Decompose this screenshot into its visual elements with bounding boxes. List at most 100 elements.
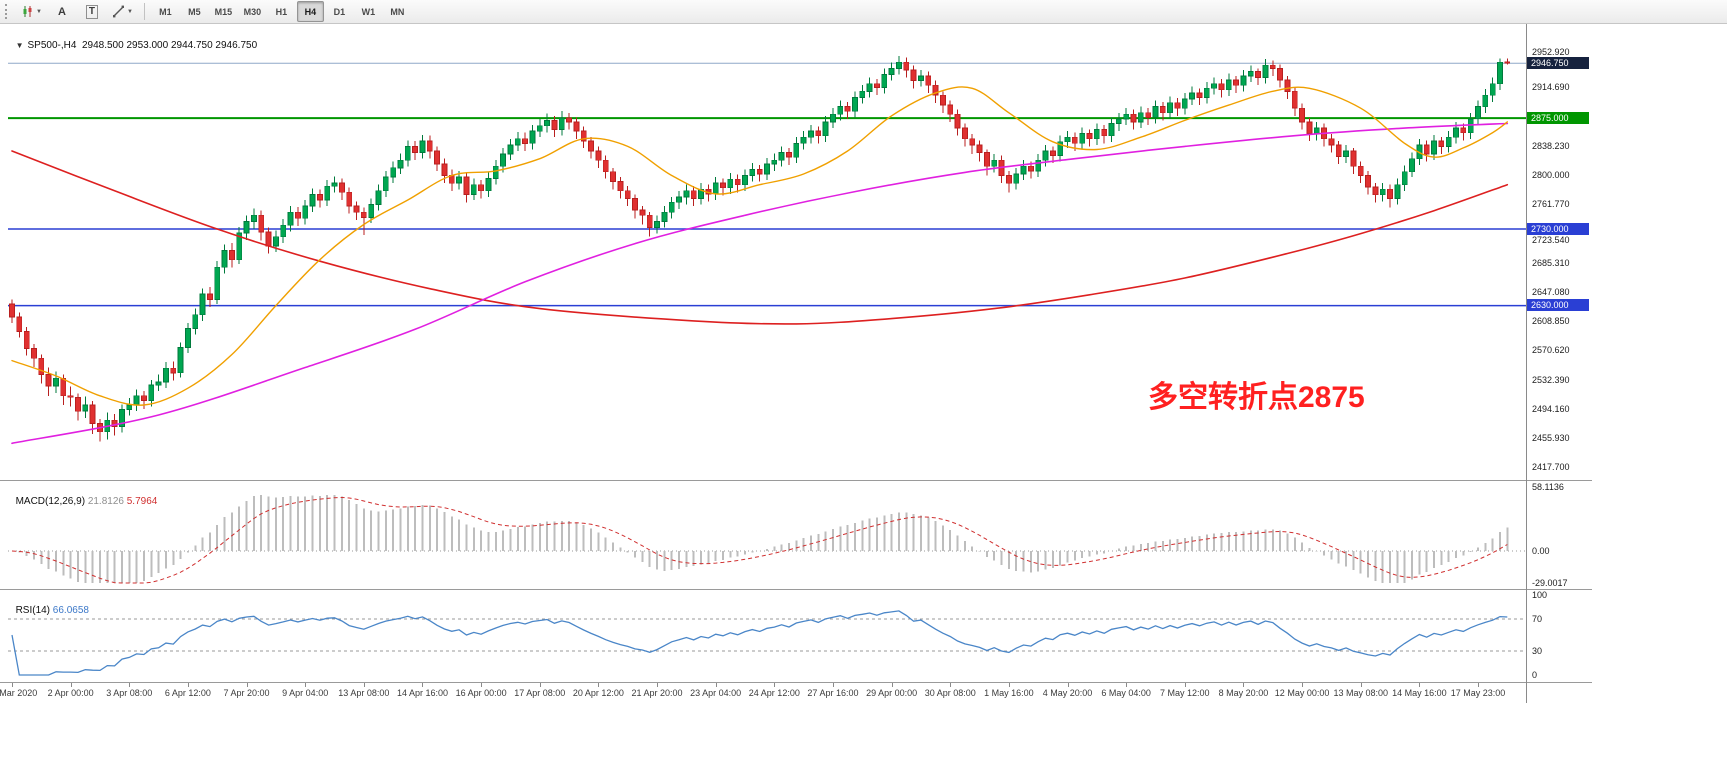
time-axis-tick (187, 683, 189, 687)
candle-body (1013, 173, 1020, 184)
timeframe-button-m1[interactable]: M1 (159, 6, 172, 17)
candle-body (602, 159, 609, 173)
candle-body (258, 214, 265, 233)
candle-body (45, 373, 52, 387)
candle-body (617, 181, 624, 192)
candle-body (661, 211, 668, 222)
candle-body (309, 194, 316, 207)
candle-body (1365, 175, 1371, 188)
candle-body (214, 266, 221, 300)
candle-body (918, 75, 924, 81)
candle-body (23, 331, 30, 349)
candle-body (1181, 98, 1188, 109)
time-axis-label: 27 Apr 16:00 (807, 688, 859, 698)
panel-separator[interactable] (0, 589, 1592, 590)
timeframe-button-m30[interactable]: M30 (243, 6, 262, 17)
candle-body (456, 176, 463, 184)
candle-body (676, 196, 682, 203)
price-tick-label: 2494.160 (1532, 403, 1570, 414)
cursor-tool-button[interactable]: A (48, 1, 76, 23)
panel-separator[interactable] (0, 480, 1592, 481)
rsi-title: RSI(14) (15, 605, 51, 616)
candle-body (75, 396, 81, 412)
price-tick-label: 2455.930 (1532, 433, 1570, 444)
time-axis-tick (1360, 683, 1362, 687)
rsi-scale-label: 70 (1532, 613, 1543, 624)
candle-body (250, 214, 257, 222)
text-tool-button[interactable]: T (78, 1, 106, 23)
candle-body (514, 138, 521, 146)
candle-body (874, 83, 880, 88)
toolbar-grip-handle[interactable] (5, 4, 10, 19)
candle-body (31, 347, 37, 359)
price-tick-label: 2647.080 (1532, 286, 1570, 297)
candle-body (1174, 102, 1181, 109)
time-axis-tick (774, 683, 776, 687)
candle-body (522, 138, 528, 144)
candle-body (1028, 165, 1034, 172)
chart-annotation-text[interactable]: 多空转折点2875 (1148, 381, 1365, 414)
collapse-chart-icon[interactable]: ▼ (15, 41, 24, 50)
timeframe-button-m15[interactable]: M15 (214, 6, 233, 17)
timeframe-button-m5[interactable]: M5 (188, 6, 201, 17)
candle-body (1145, 112, 1152, 118)
candle-body (426, 140, 433, 152)
level-price-badge-2730.000: 2730.000 (1527, 222, 1589, 235)
candle-body (771, 159, 778, 165)
candle-body (1071, 136, 1078, 144)
timeframe-button-h1[interactable]: H1 (275, 6, 288, 17)
candle-body (16, 316, 23, 332)
candle-body (1225, 79, 1232, 91)
rsi-indicator-chart[interactable] (8, 590, 1526, 682)
candle-body (1401, 171, 1408, 186)
candle-body (940, 94, 946, 106)
timeframe-button-mn[interactable]: MN (390, 6, 405, 17)
candle-body (844, 106, 851, 112)
candle-body (119, 409, 125, 427)
macd-indicator-chart[interactable] (8, 481, 1526, 589)
candle-body (272, 236, 279, 247)
main-price-chart[interactable] (8, 24, 1526, 480)
candle-body (331, 182, 338, 187)
candle-body (148, 384, 155, 401)
time-axis-tick (363, 683, 365, 687)
candle-body (1350, 150, 1357, 167)
current-price-badge: 2946.750 (1527, 56, 1589, 69)
timeframe-button-w1[interactable]: W1 (361, 6, 376, 17)
candle-body (1387, 188, 1393, 199)
candle-body (764, 163, 770, 175)
candle-body (89, 404, 96, 424)
candle-body (397, 159, 404, 169)
line-studies-button[interactable]: ▼ (108, 1, 137, 23)
candle-body (485, 178, 492, 192)
candle-body (360, 211, 367, 218)
symbol-title: SP500-,H4 (27, 40, 77, 51)
candle-body (1123, 113, 1130, 120)
candle-body (859, 90, 866, 98)
price-tick-label: 2914.690 (1532, 82, 1570, 93)
time-axis[interactable]: 31 Mar 2020 2 Apr 00:00 3 Apr 08:00 6 Apr 1… (0, 683, 1526, 703)
candle-body (302, 205, 309, 219)
time-axis-tick (70, 683, 72, 687)
candle-body (1233, 79, 1239, 86)
candle-body (236, 232, 243, 261)
candle-body (698, 188, 704, 199)
macd-scale-label: -29.0017 (1532, 577, 1568, 588)
candle-body (338, 182, 345, 193)
timeframe-button-d1[interactable]: D1 (333, 6, 346, 17)
candle-body (727, 178, 734, 189)
price-scale[interactable]: 2952.920 2914.690 2838.230 2800.000 2761.770… (1526, 24, 1593, 703)
time-axis-tick (950, 683, 952, 687)
chart-type-button[interactable]: ▼ (17, 1, 46, 23)
timeframe-button-h4[interactable]: H4 (296, 1, 324, 22)
level-price-badge-2875.000: 2875.000 (1527, 111, 1589, 124)
candle-body (551, 120, 558, 131)
time-axis-tick (891, 683, 893, 687)
time-axis-tick (1302, 683, 1304, 687)
candle-body (558, 117, 565, 130)
candle-body (1394, 184, 1401, 199)
time-axis-tick (539, 683, 541, 687)
candle-body (888, 68, 895, 75)
candle-body (624, 190, 631, 199)
macd-main-value: 21.8126 (87, 496, 124, 507)
